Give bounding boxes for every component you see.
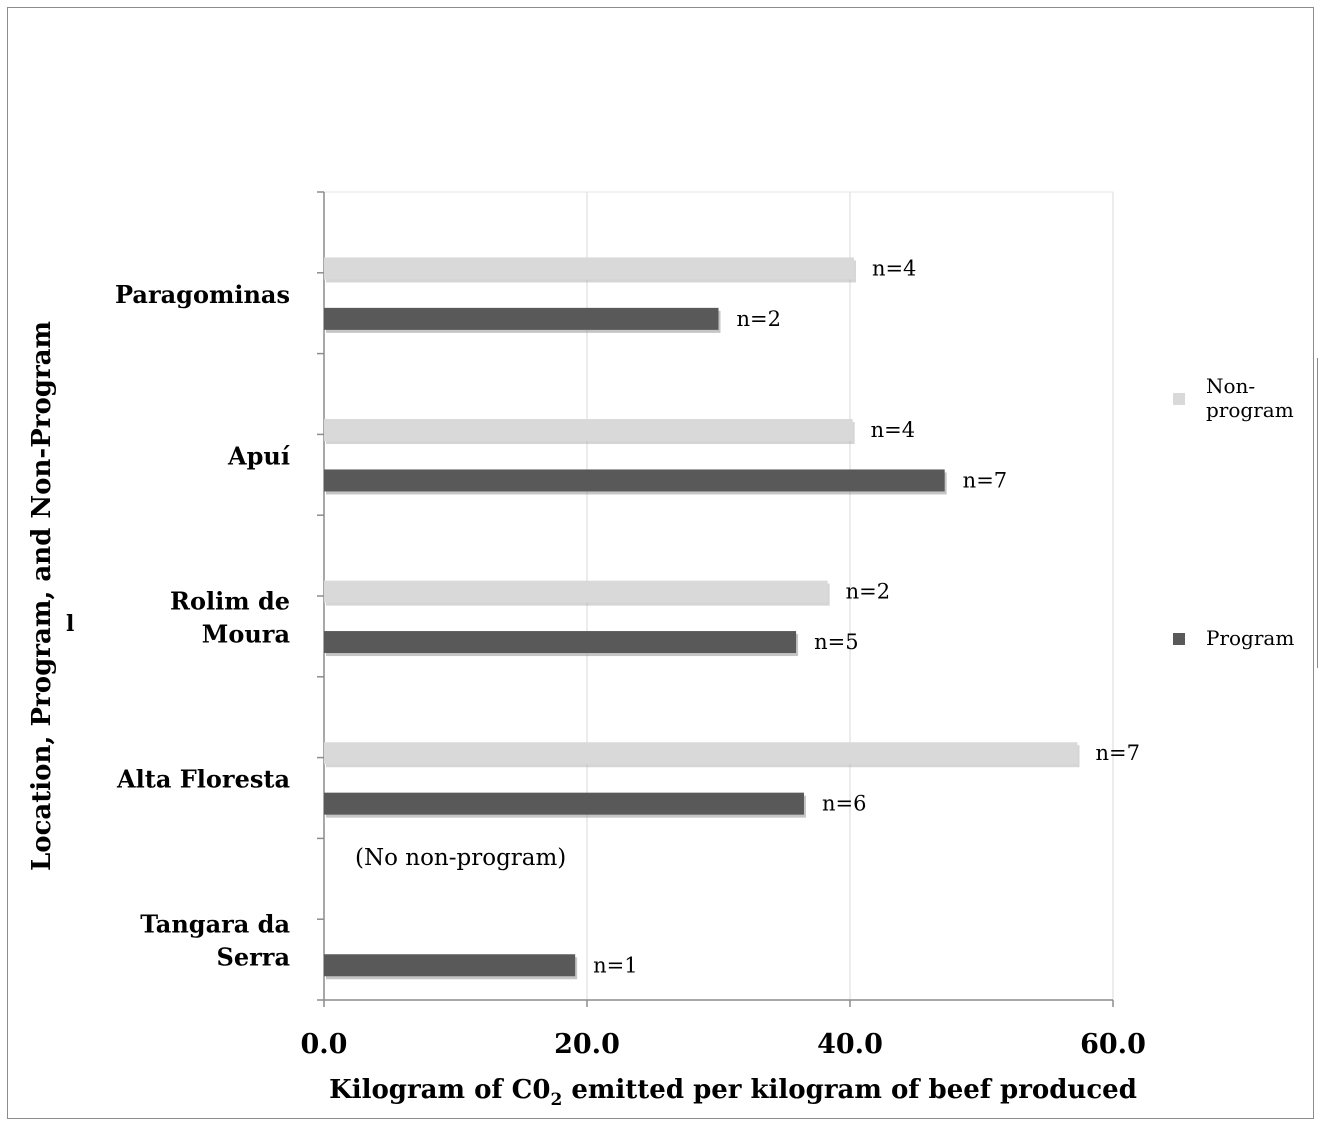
data-label-nonprogram-1: n=4 bbox=[871, 418, 915, 442]
bar-program-3 bbox=[324, 792, 804, 815]
data-label-program-0: n=2 bbox=[737, 307, 781, 331]
data-label-nonprogram-0: n=4 bbox=[872, 256, 916, 280]
category-label-2-line-1: Moura bbox=[202, 620, 290, 649]
data-label-program-2: n=5 bbox=[814, 630, 858, 654]
category-label-1: Apuí bbox=[227, 441, 290, 470]
bar-nonprogram-1 bbox=[324, 419, 853, 442]
legend-label-nonprogram: Non-program bbox=[1206, 374, 1294, 422]
y-axis-label: Location, Program, and Non-Program bbox=[27, 321, 57, 871]
bar-program-0 bbox=[324, 307, 719, 330]
legend-label-line-0: Non- bbox=[1206, 374, 1255, 398]
x-tick-label-3: 60.0 bbox=[1080, 1029, 1146, 1060]
x-axis-label-subscript: 2 bbox=[550, 1090, 562, 1110]
bar-nonprogram-2 bbox=[324, 580, 828, 603]
data-label-program-1: n=7 bbox=[963, 468, 1007, 492]
data-label-program-4: n=1 bbox=[593, 953, 637, 977]
bar-program-1 bbox=[324, 469, 945, 492]
x-axis-label: Kilogram of C02 emitted per kilogram of … bbox=[329, 1075, 1137, 1110]
legend-swatch-program bbox=[1173, 633, 1185, 645]
x-tick-label-1: 20.0 bbox=[554, 1029, 620, 1060]
bar-nonprogram-0 bbox=[324, 257, 854, 280]
data-label-program-3: n=6 bbox=[822, 792, 866, 816]
bar-program-2 bbox=[324, 631, 797, 654]
bar-program-4 bbox=[324, 954, 576, 977]
category-label-4: Tangara da Serra bbox=[140, 910, 290, 972]
x-tick-label-0: 0.0 bbox=[301, 1029, 348, 1060]
category-label-4-line-1: Serra bbox=[217, 943, 290, 972]
legend-swatch-nonprogram bbox=[1173, 393, 1185, 405]
legend-label-program: Program bbox=[1206, 626, 1294, 650]
legend-border bbox=[1317, 358, 1318, 668]
category-label-0: Paragominas bbox=[115, 280, 290, 309]
bar-nonprogram-3 bbox=[324, 742, 1078, 765]
category-label-2-line-0: Rolim de bbox=[170, 587, 290, 616]
category-label-3: Alta Floresta bbox=[116, 765, 290, 794]
x-tick-label-2: 40.0 bbox=[817, 1029, 883, 1060]
annotation-no-nonprogram: (No non-program) bbox=[355, 845, 566, 871]
legend-label-line-1: program bbox=[1206, 398, 1294, 422]
x-axis-label-part-2: emitted per kilogram of beef produced bbox=[562, 1075, 1137, 1105]
y-axis-label-fragment: l bbox=[66, 611, 74, 637]
data-label-nonprogram-2: n=2 bbox=[846, 580, 890, 604]
data-label-nonprogram-3: n=7 bbox=[1095, 741, 1139, 765]
category-label-4-line-0: Tangara da bbox=[140, 910, 290, 939]
category-label-2: Rolim de Moura bbox=[170, 587, 290, 649]
x-axis-label-part-0: Kilogram of C0 bbox=[329, 1075, 550, 1105]
